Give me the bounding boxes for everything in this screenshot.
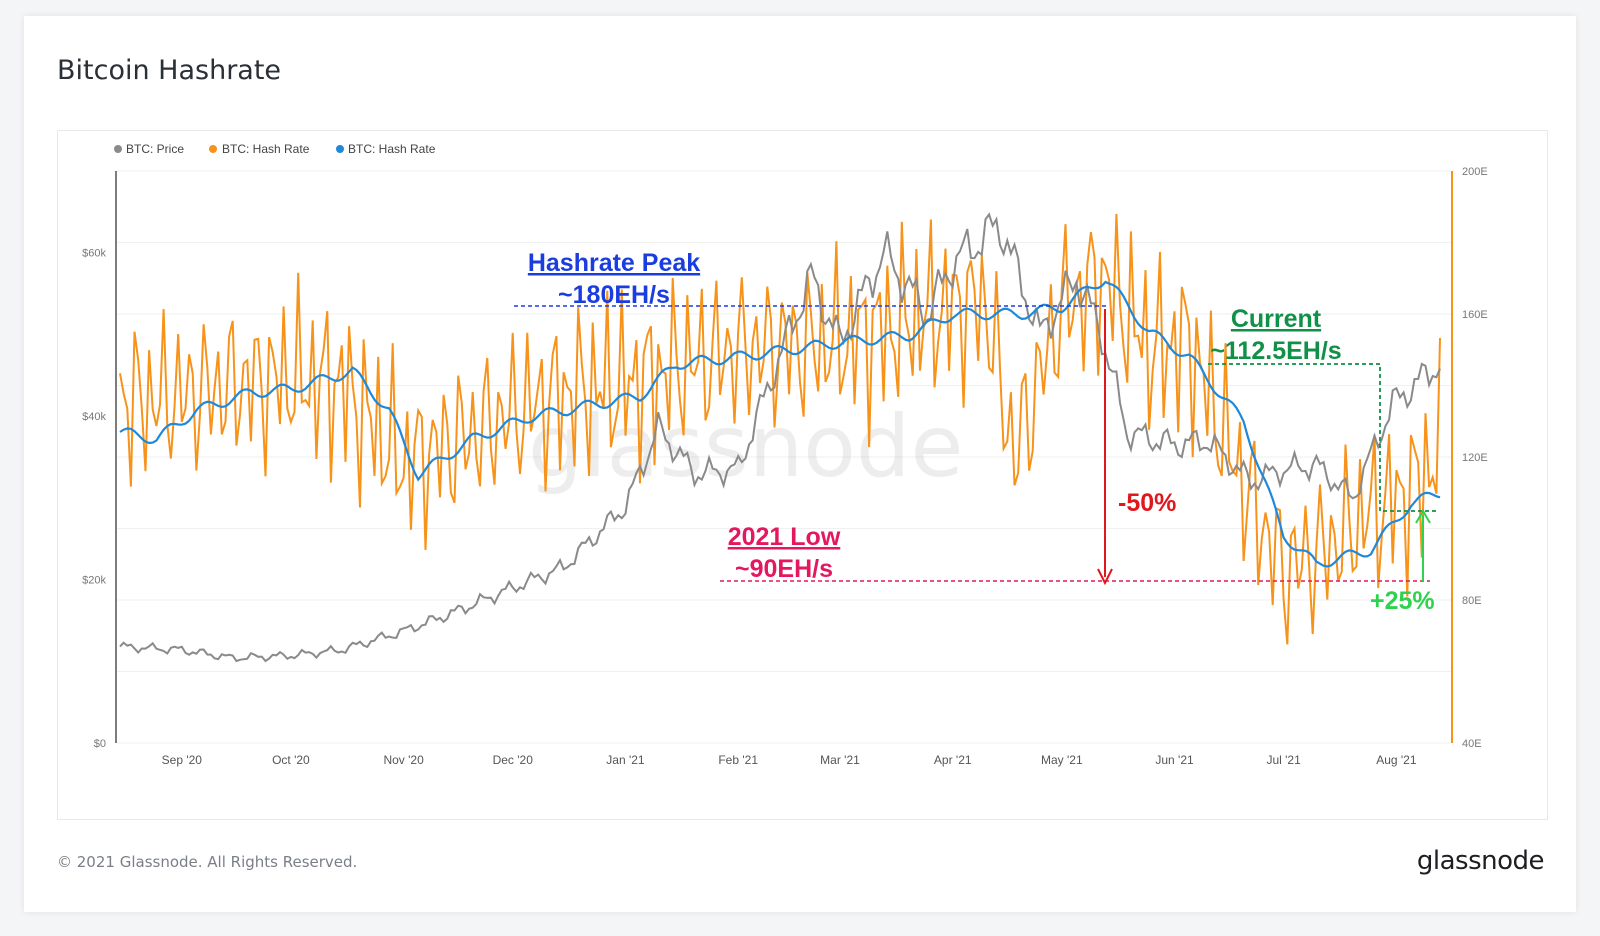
x-axis-tick-label: Jul '21 xyxy=(1266,753,1301,767)
drop-arrow-head xyxy=(1097,568,1113,586)
low-annotation-label: 2021 Low xyxy=(728,523,841,551)
gridlines xyxy=(116,170,1452,744)
chart-area: glassnode BTC: Price BTC: Hash Rate BTC:… xyxy=(57,130,1548,820)
low-annotation-value: ~90EH/s xyxy=(735,555,833,583)
right-axis-tick-label: 120E xyxy=(1462,452,1488,464)
legend-hashrate-raw-marker xyxy=(209,145,217,153)
legend-hashrate-raw-label[interactable]: BTC: Hash Rate xyxy=(222,142,310,156)
x-axis-tick-label: Apr '21 xyxy=(934,753,972,767)
drop-annotation-label: -50% xyxy=(1118,489,1176,517)
current-annotation-label: Current xyxy=(1231,305,1322,333)
legend[interactable]: BTC: Price BTC: Hash Rate BTC: Hash Rate xyxy=(114,142,436,156)
glassnode-logo[interactable]: glassnode xyxy=(1416,846,1545,876)
series-price xyxy=(119,212,1441,663)
chart-title: Bitcoin Hashrate xyxy=(57,55,282,86)
left-axis-labels: $0 $20k $40k $60k xyxy=(82,248,106,750)
x-axis-tick-label: Feb '21 xyxy=(718,753,758,767)
rise-arrow-head xyxy=(1415,509,1431,524)
left-axis-tick-label: $40k xyxy=(82,411,106,423)
x-axis-tick-label: May '21 xyxy=(1041,753,1083,767)
legend-price-marker xyxy=(114,145,122,153)
right-axis-tick-label: 160E xyxy=(1462,309,1488,321)
right-axis-tick-label: 80E xyxy=(1462,595,1482,607)
peak-annotation-label: Hashrate Peak xyxy=(528,249,700,277)
left-axis-tick-label: $20k xyxy=(82,575,106,587)
x-axis-tick-label: Jun '21 xyxy=(1155,753,1194,767)
legend-hashrate-ma-marker xyxy=(336,145,344,153)
right-axis-tick-label: 200E xyxy=(1462,166,1488,178)
x-axis-tick-label: Sep '20 xyxy=(162,753,203,767)
left-axis-tick-label: $0 xyxy=(94,738,106,750)
x-axis-labels: Sep '20 Oct '20 Nov '20 Dec '20 Jan '21 Feb '… xyxy=(162,753,1417,767)
x-axis-tick-label: Nov '20 xyxy=(383,753,424,767)
right-axis-labels: 40E 80E 120E 160E 200E xyxy=(1462,166,1488,750)
series-hashrate-ma xyxy=(119,280,1441,568)
legend-price-label[interactable]: BTC: Price xyxy=(126,142,184,156)
rise-annotation-label: +25% xyxy=(1370,587,1435,615)
x-axis-tick-label: Dec '20 xyxy=(493,753,534,767)
copyright-text: © 2021 Glassnode. All Rights Reserved. xyxy=(57,853,358,871)
legend-hashrate-ma-label[interactable]: BTC: Hash Rate xyxy=(348,142,436,156)
annotations: Hashrate Peak ~180EH/s 2021 Low ~90EH/s … xyxy=(514,249,1438,615)
x-axis-tick-label: Jan '21 xyxy=(606,753,645,767)
watermark: glassnode xyxy=(528,397,963,497)
x-axis-tick-label: Mar '21 xyxy=(820,753,860,767)
series-hashrate-raw xyxy=(119,213,1441,645)
left-axis-tick-label: $60k xyxy=(82,248,106,260)
x-axis-tick-label: Oct '20 xyxy=(272,753,310,767)
right-axis-tick-label: 40E xyxy=(1462,738,1482,750)
peak-annotation-value: ~180EH/s xyxy=(558,281,670,309)
x-axis-tick-label: Aug '21 xyxy=(1376,753,1417,767)
hashrate-chart: glassnode BTC: Price BTC: Hash Rate BTC:… xyxy=(82,142,1488,767)
current-annotation-value: ~112.5EH/s xyxy=(1210,337,1341,365)
current-dashed-line xyxy=(1208,363,1438,512)
